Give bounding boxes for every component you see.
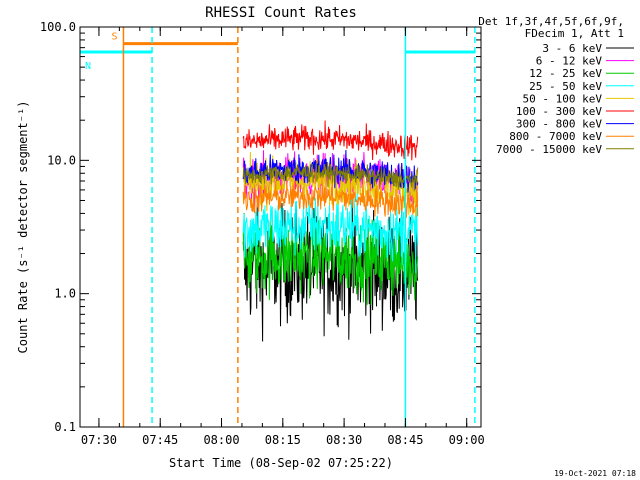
x-tick-label: 09:00 <box>449 433 485 447</box>
x-axis: 07:30 07:45 08:00 08:15 08:30 08:45 09:00 <box>81 27 485 447</box>
x-tick-label: 08:15 <box>265 433 301 447</box>
legend-entry-label: 6 - 12 keV <box>536 55 603 68</box>
legend-entry-label: 100 - 300 keV <box>516 105 602 118</box>
x-tick-label: 07:30 <box>81 433 117 447</box>
footer-timestamp: 19-Oct-2021 07:18 <box>554 469 636 478</box>
x-tick-label: 08:00 <box>203 433 239 447</box>
annotation-label: N <box>85 61 91 72</box>
legend-header: Det 1f,3f,4f,5f,6f,9f, <box>478 15 624 28</box>
y-tick-label: 10.0 <box>47 153 76 167</box>
x-tick-label: 08:45 <box>387 433 423 447</box>
legend-entry-label: 25 - 50 keV <box>529 80 602 93</box>
series-line <box>242 189 419 273</box>
y-axis: 0.1 1.0 10.0 100.0 <box>40 20 481 434</box>
legend: Det 1f,3f,4f,5f,6f,9f,FDecim 1, Att 1 3 -… <box>478 15 634 156</box>
x-tick-label: 07:45 <box>142 433 178 447</box>
x-axis-label: Start Time (08-Sep-02 07:25:22) <box>169 456 393 470</box>
plot-frame <box>79 26 482 428</box>
series-layer <box>242 120 419 342</box>
legend-header: FDecim 1, Att 1 <box>525 27 624 40</box>
legend-entry-label: 50 - 100 keV <box>523 92 603 105</box>
x-tick-label: 08:30 <box>326 433 362 447</box>
legend-entry-label: 12 - 25 keV <box>529 67 602 80</box>
y-axis-label: Count Rate (s⁻¹ detector segment⁻¹) <box>16 101 30 354</box>
marker-layer: SN <box>80 27 476 427</box>
annotation-label: S <box>111 32 117 43</box>
chart-title: RHESSI Count Rates <box>205 5 357 21</box>
series-line <box>242 161 419 192</box>
series-line <box>242 120 419 161</box>
legend-entry-label: 7000 - 15000 keV <box>496 143 602 156</box>
y-tick-label: 0.1 <box>54 420 76 434</box>
y-tick-label: 100.0 <box>40 20 76 34</box>
series-line <box>242 176 419 218</box>
y-tick-label: 1.0 <box>54 287 76 301</box>
legend-entry-label: 800 - 7000 keV <box>509 130 602 143</box>
legend-entry-label: 3 - 6 keV <box>542 42 602 55</box>
series-line <box>242 212 419 306</box>
legend-entry-label: 300 - 800 keV <box>516 118 602 131</box>
